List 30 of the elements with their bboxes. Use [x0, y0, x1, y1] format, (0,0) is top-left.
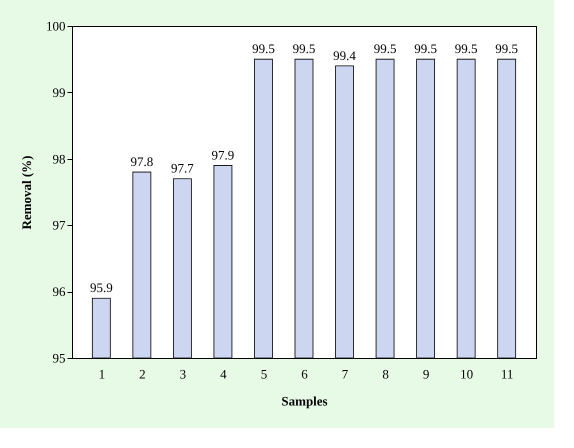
- x-tick-label: 3: [180, 366, 186, 382]
- x-tick-label: 2: [139, 366, 146, 382]
- data-label: 97.8: [130, 154, 154, 170]
- data-label: 99.5: [414, 41, 437, 56]
- y-tick-label: 99: [52, 84, 66, 100]
- y-tick-label: 97: [52, 218, 66, 233]
- x-tick-label: 10: [460, 366, 474, 382]
- x-tick-label: 4: [220, 366, 228, 382]
- x-tick-label: 5: [260, 366, 268, 382]
- x-tick-label: 11: [500, 366, 514, 382]
- data-label: 99.5: [454, 41, 478, 56]
- data-label: 97.7: [171, 160, 194, 176]
- data-label: 99.5: [252, 41, 275, 56]
- data-label: 99.5: [374, 41, 396, 56]
- x-tick-label: 1: [98, 366, 106, 382]
- y-tick-label: 95: [52, 350, 66, 366]
- data-label: 99.5: [495, 41, 518, 56]
- data-label: 99.4: [333, 48, 356, 63]
- x-tick-label: 7: [342, 366, 349, 382]
- x-tick-label: 6: [301, 366, 308, 382]
- x-tick-label: 9: [422, 366, 430, 382]
- data-label: 99.5: [292, 41, 316, 56]
- data-label: 97.9: [212, 147, 234, 162]
- x-axis-title: Samples: [281, 394, 328, 408]
- y-tick-label: 98: [52, 151, 66, 166]
- x-tick-label: 8: [382, 366, 389, 382]
- y-tick-label: 96: [52, 284, 66, 300]
- y-tick-label: 100: [46, 18, 66, 34]
- y-axis-title: Removal (%): [19, 155, 34, 230]
- data-label: 95.9: [90, 280, 113, 296]
